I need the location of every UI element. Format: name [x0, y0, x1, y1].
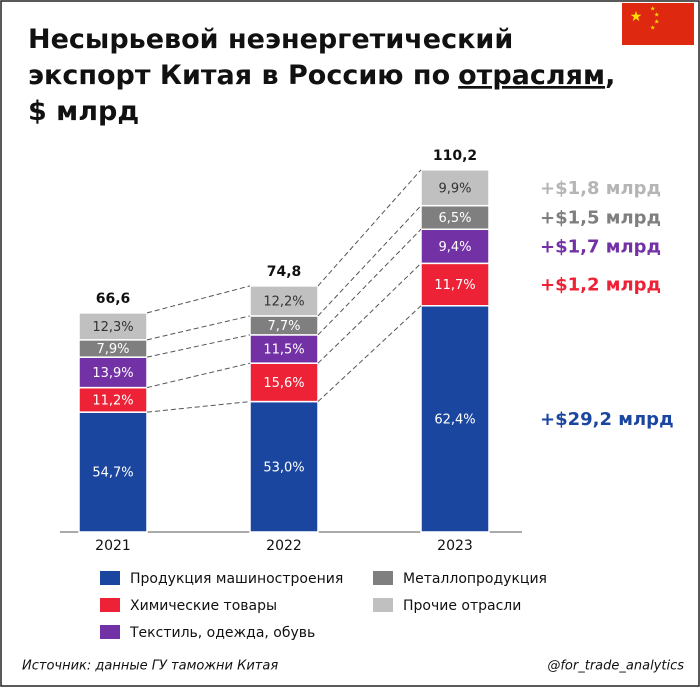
title-line: экспорт Китая в Россию по — [28, 60, 450, 91]
svg-text:★: ★ — [630, 9, 643, 25]
segment-label: 12,2% — [263, 294, 304, 309]
total-label: 110,2 — [433, 148, 477, 164]
svg-text:★: ★ — [650, 6, 655, 13]
segment-label: 62,4% — [434, 412, 475, 427]
segment-label: 54,7% — [92, 466, 133, 481]
segment-label: 11,5% — [263, 343, 304, 358]
segment-label: 13,9% — [92, 366, 133, 381]
chart-title: $ млрд — [28, 96, 139, 127]
legend-label: Текстиль, одежда, обувь — [129, 625, 315, 641]
bar-segment — [249, 400, 319, 533]
x-tick-label: 2023 — [437, 538, 473, 554]
connector — [317, 169, 422, 287]
bar-segment — [420, 228, 490, 265]
bar-segment — [420, 305, 490, 533]
bar-segment — [249, 285, 319, 317]
segment-label: 9,4% — [438, 240, 471, 255]
bar-segment — [420, 169, 490, 207]
legend-label: Химические товары — [130, 598, 277, 614]
legend-label: Металлопродукция — [403, 571, 547, 587]
total-label: 66,6 — [96, 291, 131, 307]
chart-title: Несырьевой неэнергетический — [28, 24, 513, 55]
svg-text:★: ★ — [654, 19, 659, 26]
segment-label: 11,2% — [92, 393, 133, 408]
segment-label: 9,9% — [438, 181, 471, 196]
segment-label: 12,3% — [92, 320, 133, 335]
change-annotation: +$1,5 млрд — [540, 207, 661, 228]
bar-segment — [249, 362, 319, 403]
legend-label: Прочие отрасли — [403, 598, 521, 614]
legend-swatch — [100, 598, 120, 612]
title-line: $ млрд — [28, 96, 139, 127]
connector — [146, 334, 251, 358]
segment-label: 7,9% — [96, 342, 129, 357]
segment-label: 6,5% — [438, 211, 471, 226]
bar-segment — [420, 262, 490, 307]
connector — [146, 285, 251, 314]
flag: ★ ★ ★ ★ ★ — [622, 3, 694, 45]
total-label: 74,8 — [267, 264, 302, 280]
segment-label: 11,7% — [434, 278, 475, 293]
segment-label: 15,6% — [263, 376, 304, 391]
legend-swatch — [373, 571, 393, 585]
connector — [146, 315, 251, 341]
change-annotation: +$1,7 млрд — [540, 236, 661, 257]
change-annotation: +$1,8 млрд — [540, 178, 661, 199]
connector — [317, 205, 422, 317]
bar-segment — [249, 334, 319, 364]
x-tick-label: 2021 — [95, 538, 131, 554]
legend-swatch — [373, 598, 393, 612]
svg-text:★: ★ — [654, 12, 659, 19]
title-line: Несырьевой неэнергетический — [28, 24, 513, 55]
legend-label: Продукция машиностроения — [130, 571, 343, 587]
legend-swatch — [100, 625, 120, 639]
x-tick-label: 2022 — [266, 538, 302, 554]
source: Источник: данные ГУ таможни Китая — [22, 659, 278, 674]
bar-segment — [78, 411, 148, 533]
title-underlined: отраслям — [458, 60, 605, 91]
bar-segment — [78, 312, 148, 341]
legend-swatch — [100, 571, 120, 585]
change-annotation: +$29,2 млрд — [540, 409, 674, 430]
handle: @for_trade_analytics — [547, 659, 684, 674]
change-annotation: +$1,2 млрд — [540, 275, 661, 296]
title-line: , — [605, 60, 615, 91]
connector — [146, 401, 251, 413]
connector — [146, 362, 251, 389]
segment-label: 53,0% — [263, 460, 304, 475]
bar-segment — [78, 386, 148, 413]
chart-title: экспорт Китая в Россию по отраслям, — [28, 60, 615, 91]
segment-label: 7,7% — [267, 319, 300, 334]
svg-text:★: ★ — [650, 25, 655, 32]
connector — [317, 228, 422, 336]
